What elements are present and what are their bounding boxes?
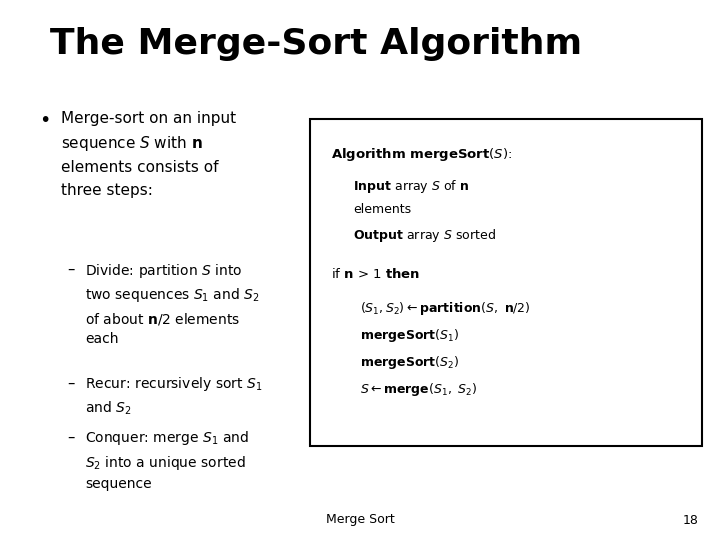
Text: $\mathbf{Algorithm\ mergeSort}$($S$):: $\mathbf{Algorithm\ mergeSort}$($S$): [331, 146, 513, 163]
Text: –: – [67, 375, 74, 390]
Text: Divide: partition $S$ into
two sequences $S_1$ and $S_2$
of about $\mathbf{n}$/2: Divide: partition $S$ into two sequences… [85, 262, 259, 346]
Text: $\mathbf{Input}$ array $S$ of $\mathbf{n}$: $\mathbf{Input}$ array $S$ of $\mathbf{n… [353, 178, 469, 195]
Text: if $\mathbf{n}$ > 1 $\mathbf{then}$: if $\mathbf{n}$ > 1 $\mathbf{then}$ [331, 267, 420, 281]
Text: elements: elements [353, 202, 411, 215]
Text: $(S_1, S_2) \leftarrow \mathbf{partition}(S,\ \mathbf{n}/2)$: $(S_1, S_2) \leftarrow \mathbf{partition… [360, 300, 531, 316]
Text: Conquer: merge $S_1$ and
$S_2$ into a unique sorted
sequence: Conquer: merge $S_1$ and $S_2$ into a un… [85, 429, 249, 491]
Text: $\mathbf{Output}$ array $S$ sorted: $\mathbf{Output}$ array $S$ sorted [353, 227, 496, 244]
Text: –: – [67, 429, 74, 444]
Text: Merge Sort: Merge Sort [325, 514, 395, 526]
Text: $S \leftarrow \mathbf{merge}(S_1,\ S_2)$: $S \leftarrow \mathbf{merge}(S_1,\ S_2)$ [360, 381, 477, 397]
Text: $\mathbf{mergeSort}(S_1)$: $\mathbf{mergeSort}(S_1)$ [360, 327, 459, 343]
Text: 18: 18 [683, 514, 698, 526]
FancyBboxPatch shape [310, 119, 702, 446]
Text: •: • [40, 111, 51, 130]
Text: Merge-sort on an input
sequence $S$ with $\mathbf{n}$
elements consists of
three: Merge-sort on an input sequence $S$ with… [61, 111, 236, 198]
Text: Recur: recursively sort $S_1$
and $S_2$: Recur: recursively sort $S_1$ and $S_2$ [85, 375, 262, 417]
Text: The Merge-Sort Algorithm: The Merge-Sort Algorithm [50, 27, 582, 61]
Text: –: – [67, 262, 74, 277]
Text: $\mathbf{mergeSort}(S_2)$: $\mathbf{mergeSort}(S_2)$ [360, 354, 459, 370]
